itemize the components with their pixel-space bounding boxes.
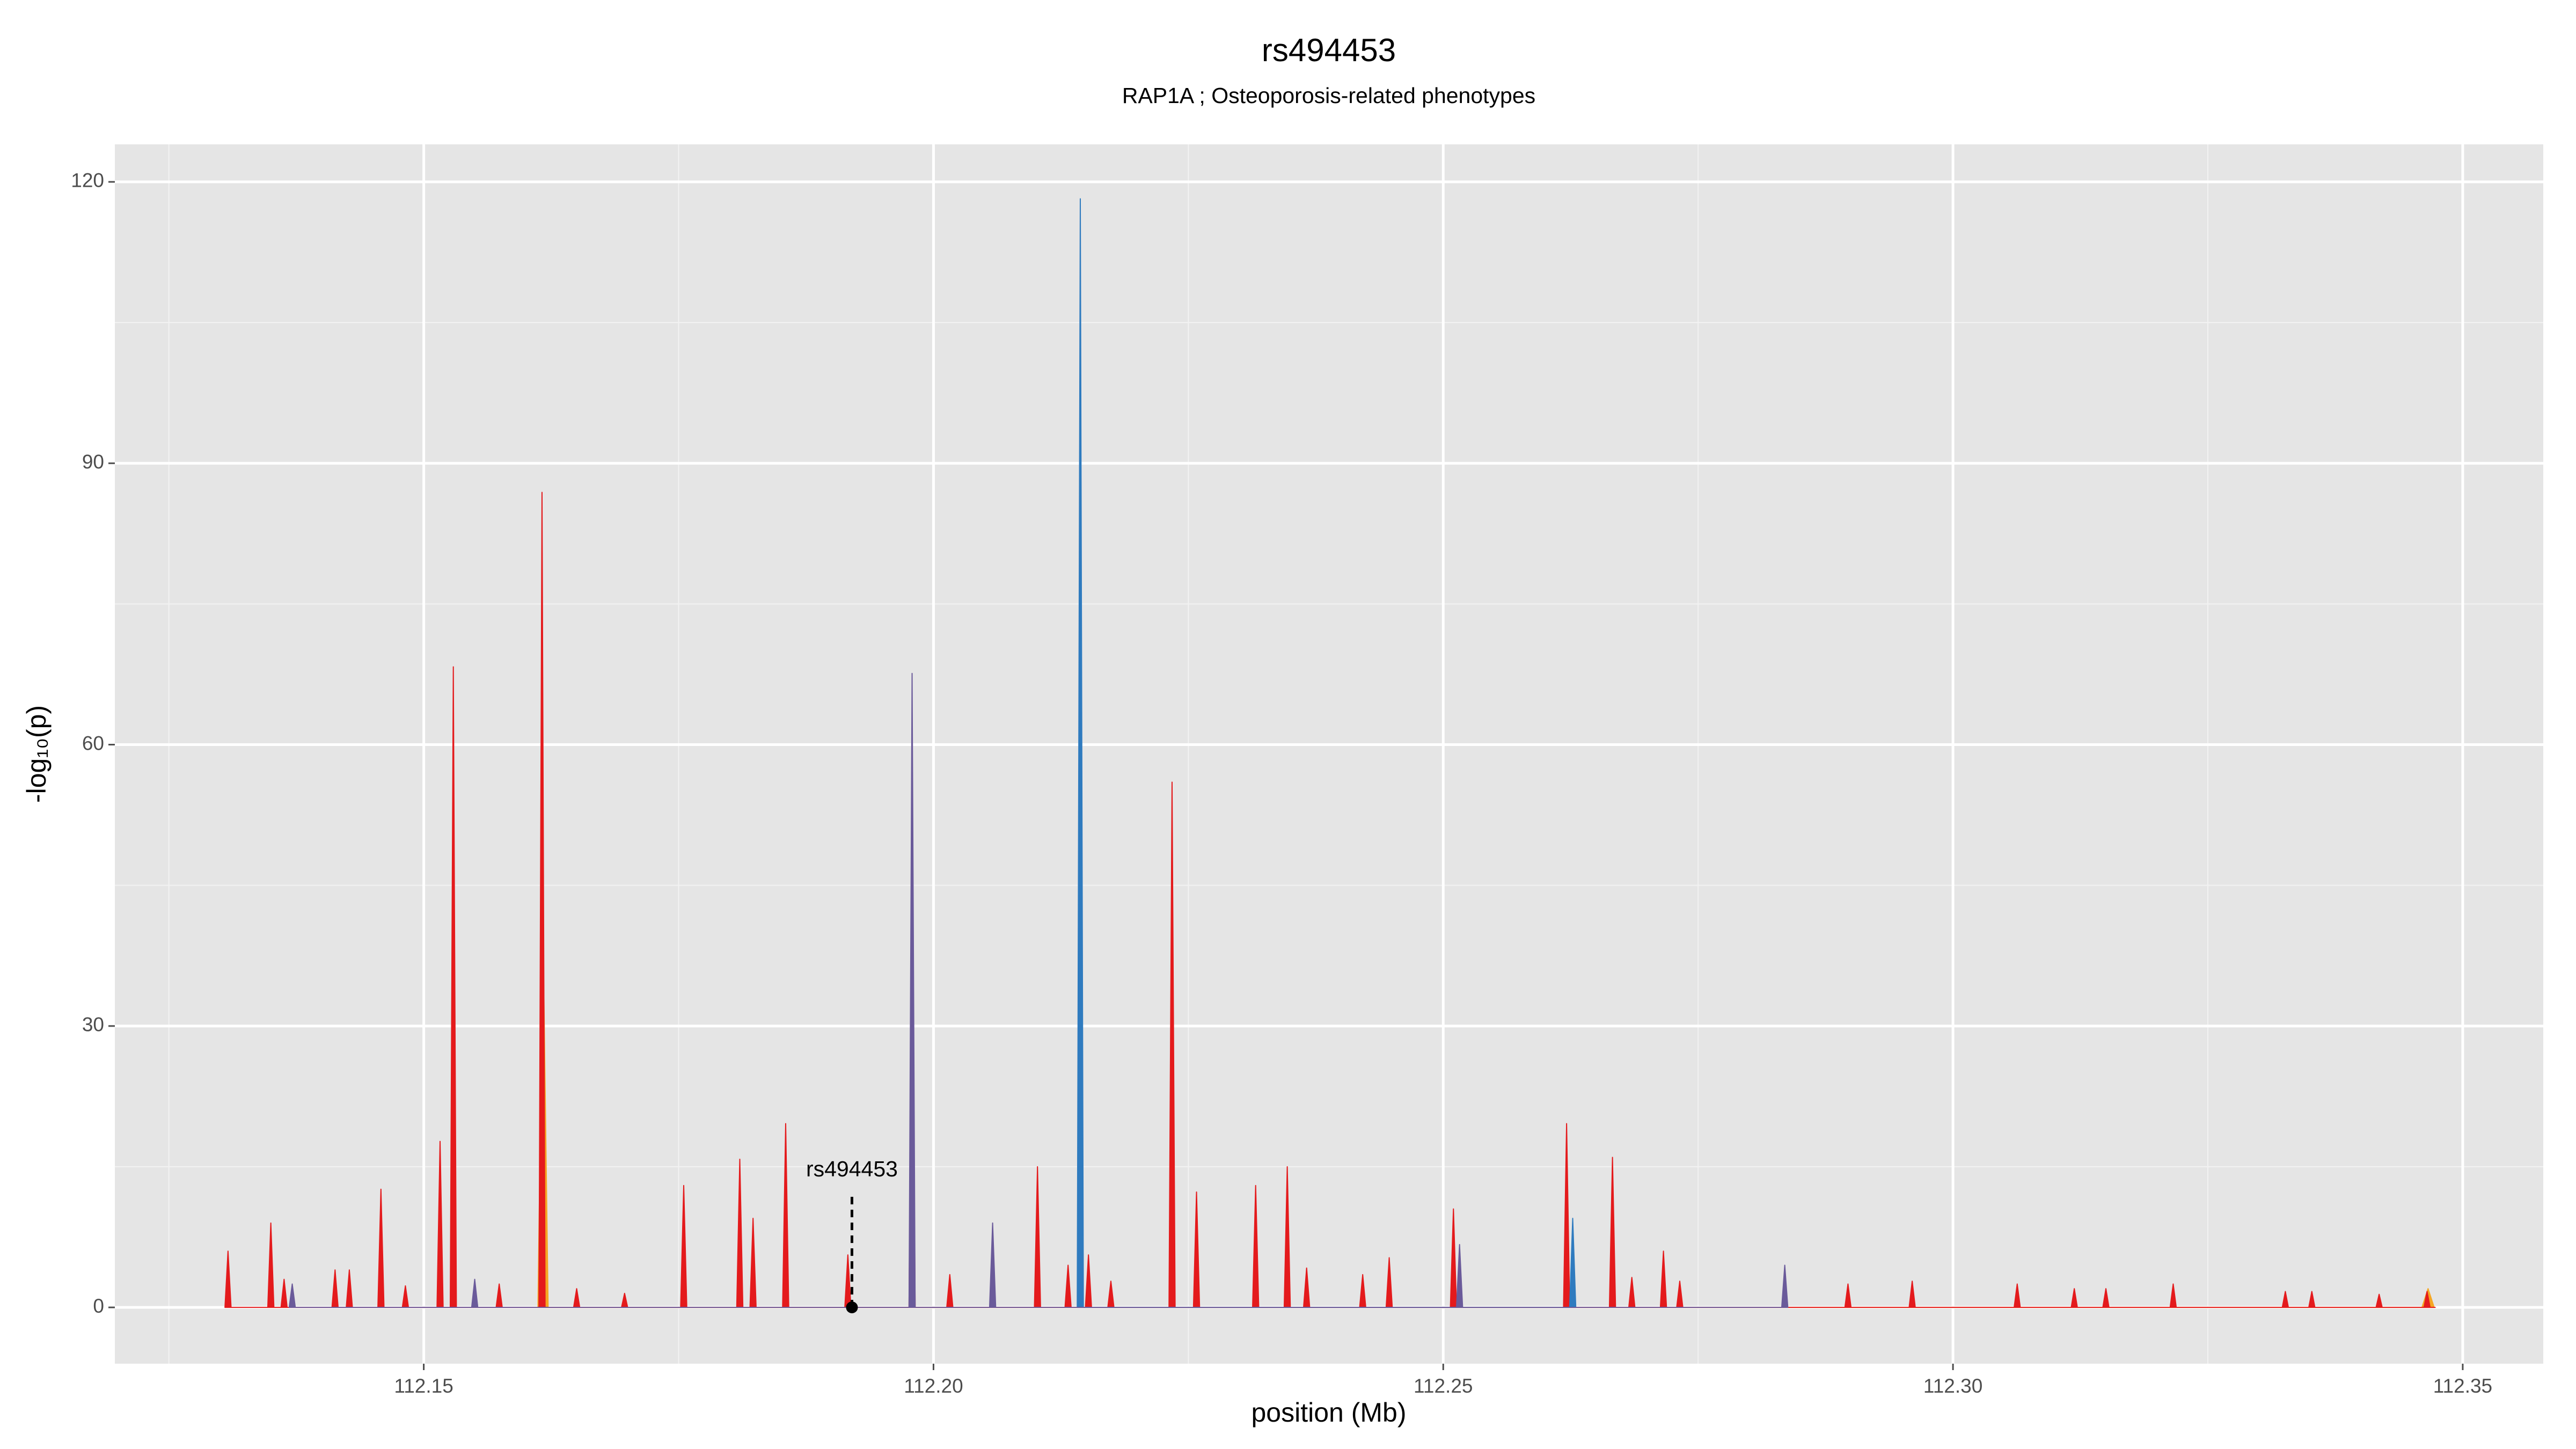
chart-subtitle: RAP1A ; Osteoporosis-related phenotypes	[1122, 83, 1535, 108]
y-tick-label: 120	[71, 170, 104, 192]
x-axis-label: position (Mb)	[1252, 1397, 1407, 1428]
x-tick-label: 112.15	[394, 1375, 453, 1397]
y-tick-label: 90	[82, 451, 104, 473]
annotation-point	[846, 1301, 858, 1314]
y-axis-label: -log₁₀(p)	[21, 705, 52, 803]
plot-panel	[115, 144, 2543, 1364]
y-tick-label: 60	[82, 732, 104, 754]
x-tick-label: 112.25	[1414, 1375, 1473, 1397]
x-tick-label: 112.20	[904, 1375, 963, 1397]
y-tick-label: 0	[93, 1295, 104, 1317]
area-series	[288, 672, 1789, 1308]
x-tick-label: 112.35	[2433, 1375, 2492, 1397]
annotation-label: rs494453	[806, 1157, 898, 1181]
y-tick-label: 30	[82, 1014, 104, 1036]
x-tick-label: 112.30	[1923, 1375, 1982, 1397]
chart-title: rs494453	[1262, 32, 1396, 68]
